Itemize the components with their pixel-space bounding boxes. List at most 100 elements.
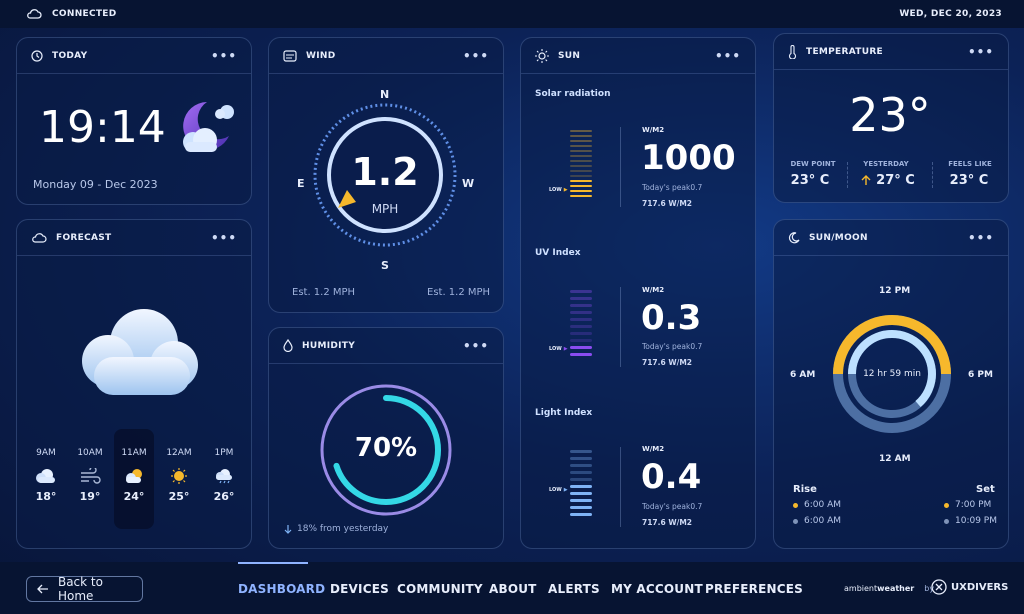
- sun-icon: [171, 468, 187, 484]
- today-date: Monday 09 - Dec 2023: [33, 178, 158, 191]
- meter-bar: [570, 175, 592, 177]
- active-tab-indicator: [238, 562, 308, 564]
- moonset-time: 10:09 PM: [944, 516, 997, 526]
- meter-bar: [570, 478, 592, 481]
- arrow-up-icon: [861, 175, 871, 185]
- uxdivers-logo-icon: [931, 579, 947, 595]
- nav-about[interactable]: ABOUT: [489, 582, 537, 596]
- meter-bar: [570, 332, 592, 335]
- solar-radiation-meter: [570, 130, 592, 200]
- yesterday-label: YESTERDAY: [863, 160, 909, 168]
- light-peak-value: 717.6 W/M2: [642, 518, 693, 527]
- meter-bar: [570, 160, 592, 162]
- forecast-menu-button[interactable]: •••: [210, 230, 237, 245]
- solar-peak-value: 717.6 W/M2: [642, 199, 693, 208]
- moonrise-time: 6:00 AM: [793, 516, 841, 526]
- meter-bar: [570, 155, 592, 157]
- wind-menu-button[interactable]: •••: [462, 48, 489, 63]
- forecast-hour: 9AM 18°: [35, 448, 57, 503]
- nav-devices[interactable]: DEVICES: [330, 582, 389, 596]
- today-menu-button[interactable]: •••: [210, 48, 237, 63]
- meter-bar: [570, 130, 592, 132]
- current-date: WED, DEC 20, 2023: [899, 9, 1002, 19]
- solar-radiation-label: Solar radiation: [535, 89, 611, 99]
- connection-status: CONNECTED: [52, 9, 117, 19]
- back-to-home-button[interactable]: Back to Home: [26, 575, 143, 603]
- set-label: Set: [976, 484, 995, 495]
- partner-logo: UXDIVERS: [931, 579, 1008, 595]
- meter-bar: [570, 311, 592, 314]
- sun-title: SUN: [558, 50, 581, 61]
- light-index-meter: [570, 450, 592, 520]
- yesterday-value: 27° C: [853, 173, 923, 188]
- brand-credit: ambientweather by: [844, 584, 935, 593]
- sunrise-time: 6:00 AM: [793, 500, 841, 510]
- meter-bar: [570, 325, 592, 328]
- meter-bar: [570, 170, 592, 172]
- day-length: 12 hr 59 min: [863, 369, 921, 379]
- meter-bar: [570, 180, 592, 182]
- meter-bar: [570, 457, 592, 460]
- humidity-title: HUMIDITY: [302, 340, 356, 351]
- meter-low-label: LOW ▶: [549, 346, 568, 352]
- today-time: 19:14: [39, 102, 166, 153]
- meter-bar: [570, 318, 592, 321]
- nav-dashboard[interactable]: DASHBOARD: [238, 582, 326, 596]
- meter-bar: [570, 304, 592, 307]
- meter-bar: [570, 165, 592, 167]
- meter-bar: [570, 150, 592, 152]
- wind-compass: [313, 103, 457, 247]
- today-title: TODAY: [52, 50, 88, 61]
- dew-point-value: 23° C: [790, 173, 830, 188]
- meter-bar: [570, 339, 592, 342]
- forecast-hour: 10AM 19°: [77, 448, 103, 503]
- brand-logo: ambientweather: [844, 584, 915, 593]
- sun-moon-title: SUN/MOON: [809, 232, 868, 243]
- arrow-left-icon: [37, 584, 48, 594]
- temperature-title: TEMPERATURE: [806, 46, 884, 57]
- meter-bar: [570, 145, 592, 147]
- meter-bar: [570, 346, 592, 349]
- meter-bar: [570, 297, 592, 300]
- solar-unit: W/M2: [642, 126, 665, 134]
- nav-preferences[interactable]: PREFERENCES: [705, 582, 803, 596]
- light-index-label: Light Index: [535, 408, 593, 418]
- light-unit: W/M2: [642, 445, 665, 453]
- light-value: 0.4: [641, 457, 702, 497]
- humidity-menu-button[interactable]: •••: [462, 338, 489, 353]
- meter-bar: [570, 190, 592, 192]
- compass-south: S: [381, 259, 389, 272]
- nav-community[interactable]: COMMUNITY: [397, 582, 483, 596]
- sun-moon-menu-button[interactable]: •••: [967, 230, 994, 245]
- meter-bar: [570, 492, 592, 495]
- solar-value: 1000: [641, 138, 736, 178]
- big-cloud-icon: [82, 309, 198, 395]
- wind-icon: [81, 466, 101, 484]
- meter-low-label: LOW ▶: [549, 487, 568, 493]
- dial-left-label: 6 AM: [790, 370, 816, 380]
- forecast-hour: 11AM 24°: [121, 448, 147, 503]
- sun-menu-button[interactable]: •••: [714, 48, 741, 63]
- sun-divider: [620, 127, 621, 207]
- meter-bar: [570, 135, 592, 137]
- rise-label: Rise: [793, 484, 817, 495]
- compass-west: W: [462, 177, 475, 190]
- feels-like-label: FEELS LIKE: [948, 160, 992, 168]
- wind-speed: 1.2: [351, 150, 419, 194]
- sun-divider: [620, 447, 621, 527]
- nav-alerts[interactable]: ALERTS: [548, 582, 600, 596]
- meter-bar: [570, 140, 592, 142]
- solar-peak: Today's peak0.7: [642, 183, 703, 192]
- sun-divider: [620, 287, 621, 367]
- uv-index-meter: [570, 290, 592, 360]
- droplet-icon: [283, 339, 293, 352]
- dew-point-label: DEW POINT: [790, 160, 836, 168]
- nav-my-account[interactable]: MY ACCOUNT: [611, 582, 703, 596]
- sun-moon-card: SUN/MOON •••: [773, 219, 1009, 549]
- temp-divider: [847, 162, 848, 188]
- uv-peak: Today's peak0.7: [642, 342, 703, 351]
- temperature-menu-button[interactable]: •••: [967, 44, 994, 59]
- meter-bar: [570, 353, 592, 356]
- temperature-value: 23°: [849, 88, 931, 142]
- meter-bar: [570, 464, 592, 467]
